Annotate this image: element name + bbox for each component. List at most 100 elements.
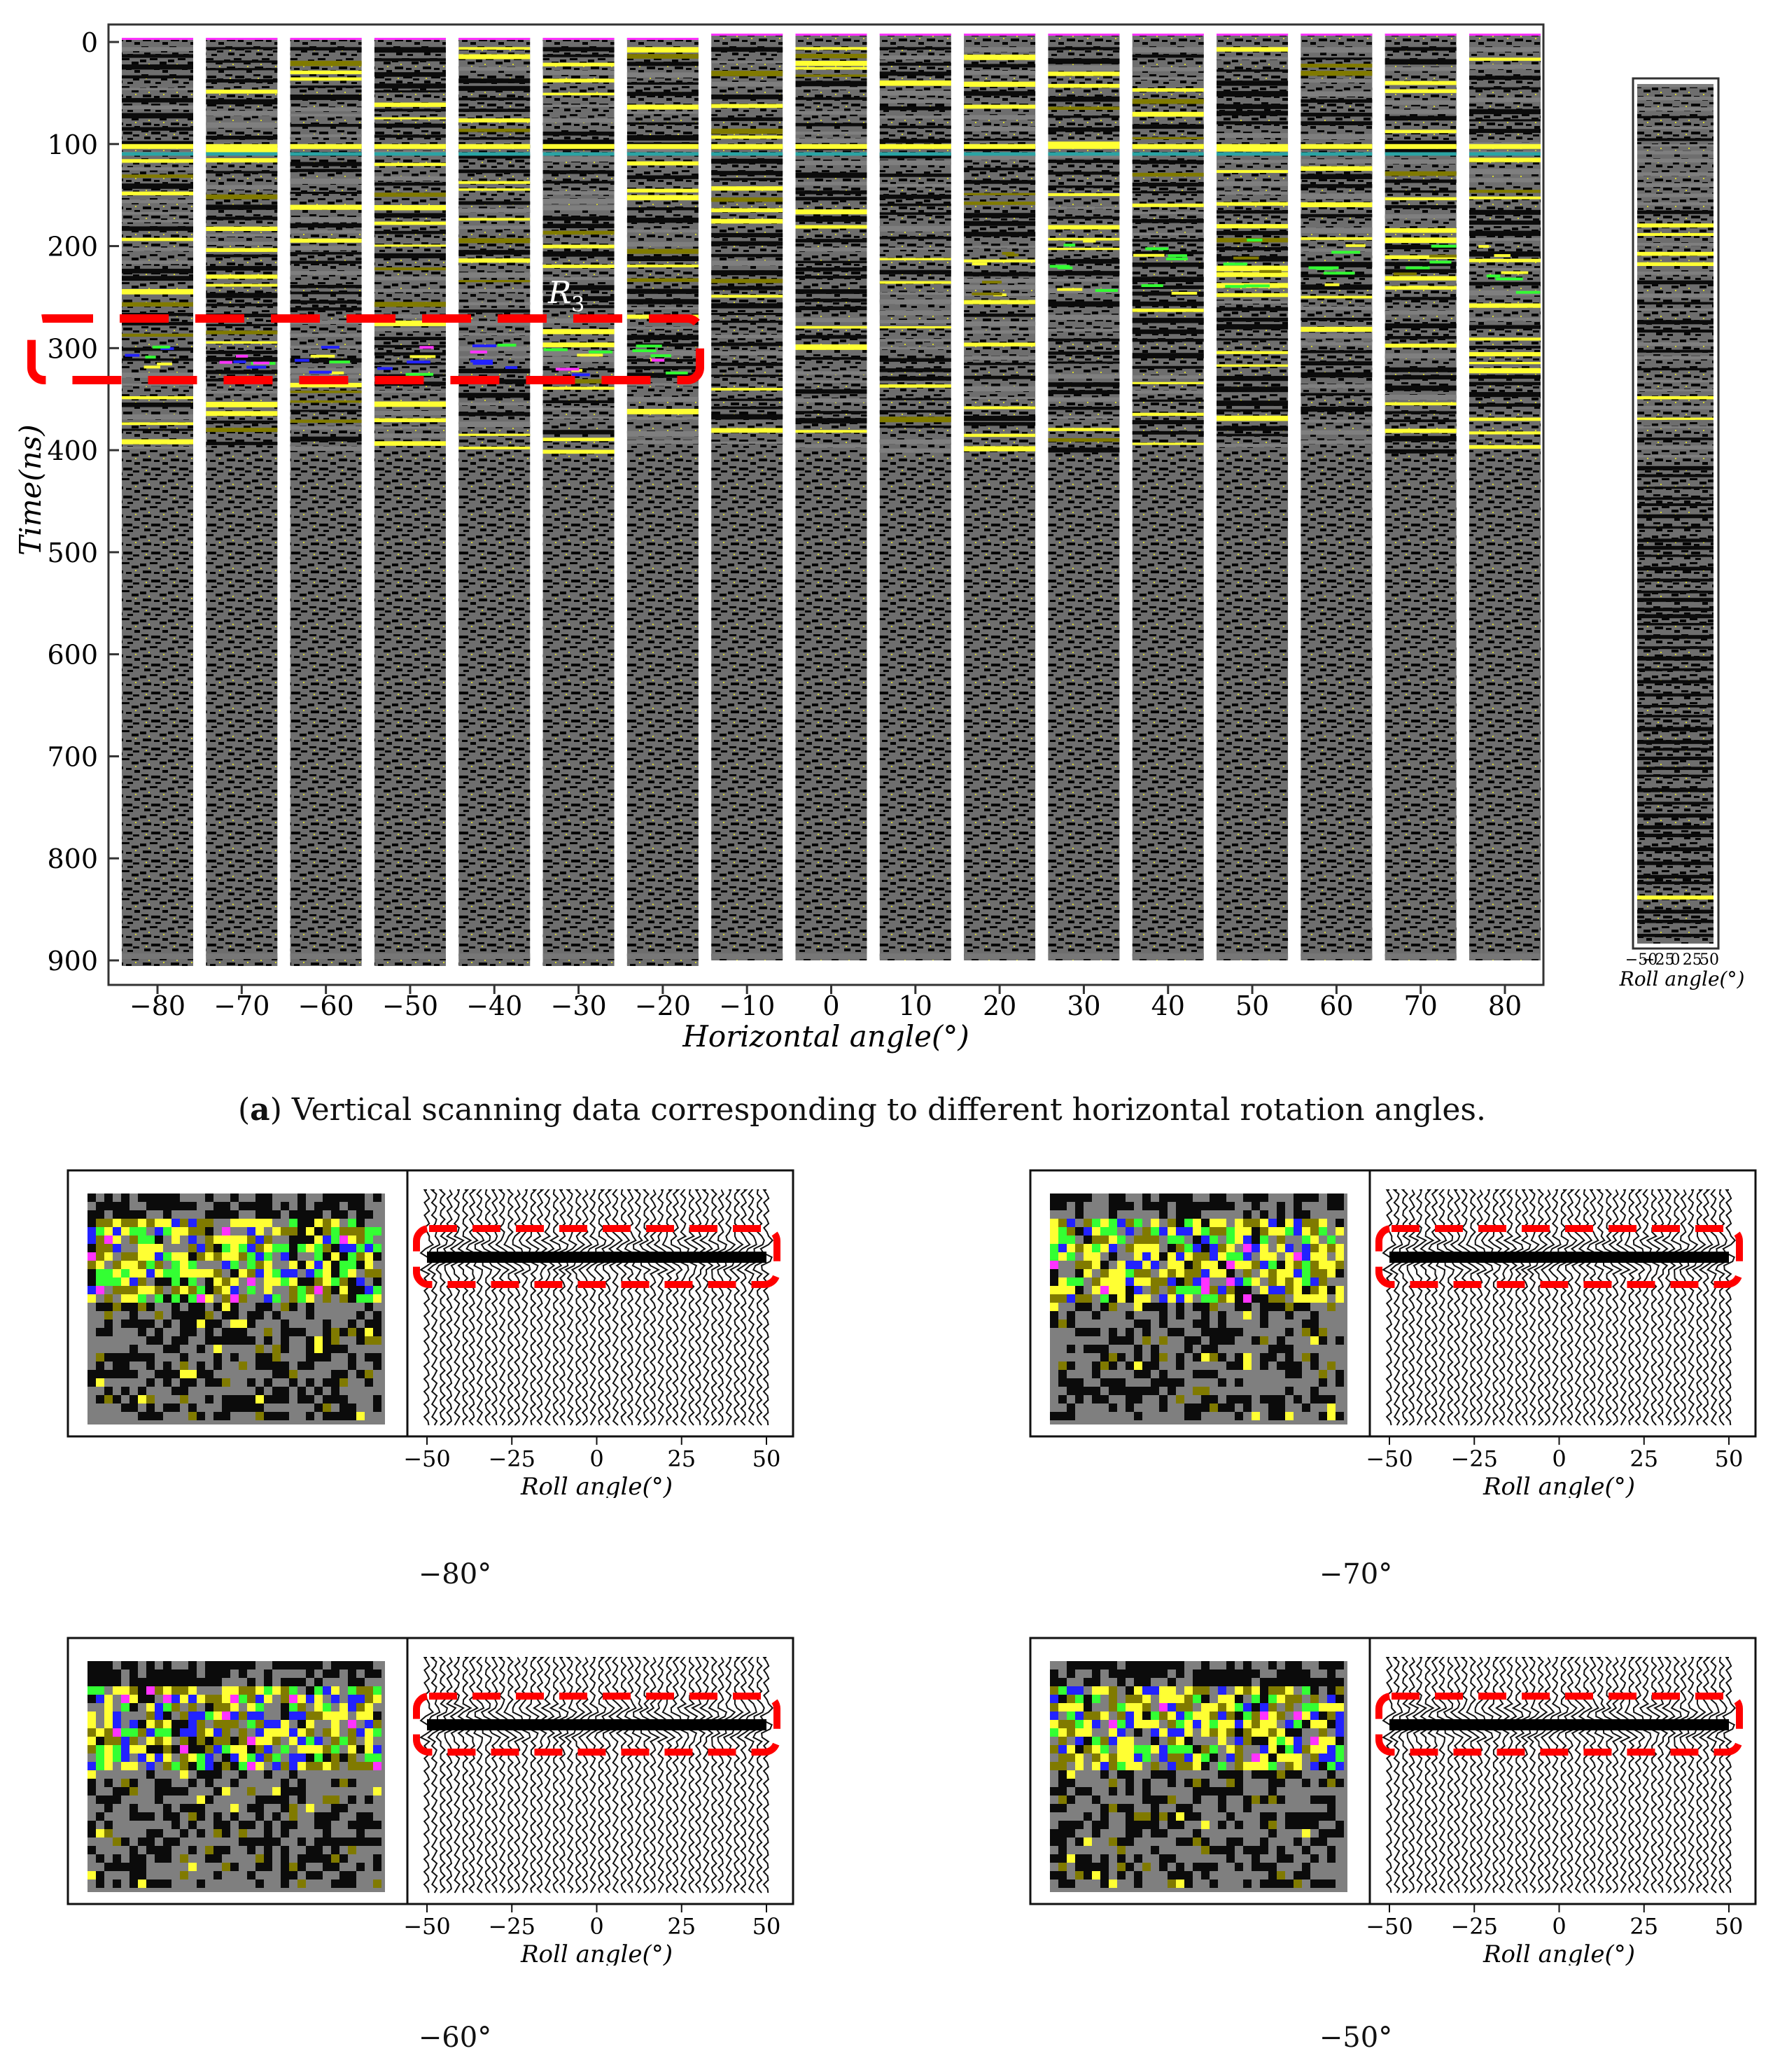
heatmap-cell [1075,1737,1084,1745]
heatmap-cell [314,1236,323,1244]
heatmap-cell [87,1661,96,1670]
heatmap-cell [180,1720,188,1728]
heatmap-cell [1176,1194,1184,1202]
strip-band [1301,333,1373,339]
strip-band [290,107,362,111]
heatmap-cell [1100,1754,1109,1762]
heatmap-cell [1226,1278,1235,1286]
heatmap-cell [1126,1787,1134,1795]
strip-band [374,390,446,393]
heatmap-cell [356,1695,365,1703]
heatmap-cell [373,1720,381,1728]
heatmap-cell [1100,1227,1109,1236]
heatmap-cell [1260,1194,1268,1202]
heatmap-cell [113,1754,121,1762]
side-band [1637,308,1714,311]
heatmap-cell [306,1219,314,1227]
heatmap-cell [1285,1269,1294,1278]
side-band [1637,454,1714,458]
heatmap-cell [1126,1762,1134,1770]
heatmap-cell [247,1737,255,1745]
wiggle-trace [1420,1189,1435,1426]
heatmap-cell [1109,1661,1117,1670]
strip-band [122,247,193,251]
heatmap-cell [1260,1712,1268,1720]
heatmap-cell [1302,1745,1310,1754]
heatmap-cell [188,1328,197,1336]
heatmap-cell [1168,1737,1176,1745]
heatmap-cell [213,1252,222,1261]
strip-band [879,258,951,260]
heatmap-cell [1084,1661,1092,1670]
heatmap-cell [1084,1294,1092,1303]
heatmap-cell [113,1395,121,1404]
heatmap-cell [1252,1294,1260,1303]
heatmap-cell [205,1311,213,1320]
strip-band [1048,160,1120,163]
heatmap-cell [138,1278,146,1286]
heatmap-cell [230,1286,239,1294]
heatmap-cell [1109,1686,1117,1695]
heatmap-cell [1092,1829,1100,1837]
strip-bottom-band [1132,953,1204,959]
anomaly-patch [294,358,309,362]
heatmap-cell [1277,1227,1285,1236]
heatmap-cell [348,1879,356,1888]
heatmap-cell [1151,1728,1159,1737]
strip-band [290,300,362,304]
heatmap-cell [1201,1202,1210,1210]
side-band [1637,874,1714,879]
panel-label-minus-80: −80° [418,1558,492,1590]
heatmap-cell [339,1879,348,1888]
heatmap-cell [348,1404,356,1412]
strip-band [1132,420,1204,425]
heatmap-cell [1336,1720,1344,1728]
heatmap-cell [1243,1395,1252,1404]
heatmap-cell [289,1863,297,1871]
heatmap-cell [205,1795,213,1804]
heatmap-cell [331,1762,339,1770]
heatmap-cell [104,1728,113,1737]
heatmap-cell [213,1846,222,1854]
heatmap-cell [205,1378,213,1387]
heatmap-cell [155,1336,163,1345]
heatmap-cell [272,1294,281,1303]
strip-band [1217,293,1289,298]
heatmap-cell [1243,1244,1252,1252]
strip-band [542,285,615,290]
anomaly-patch [1002,251,1015,255]
strip-band [1385,130,1457,134]
side-band [1637,740,1714,744]
strip-band [290,113,362,117]
strip-band [879,398,951,400]
strip-band [795,209,867,215]
strip-band [711,94,783,99]
heatmap-cell [323,1345,331,1353]
wiggle-trace [1420,1657,1435,1893]
strip-band [1301,202,1373,207]
heatmap-cell [1310,1678,1319,1686]
heatmap-cell [1327,1395,1336,1404]
strip-band [458,309,531,313]
heatmap-cell [163,1846,171,1854]
heatmap-cell [373,1227,381,1236]
heatmap-cell [1193,1320,1201,1328]
heatmap-cell [1260,1695,1268,1703]
heatmap-cell [1252,1336,1260,1345]
strip-band [711,81,783,87]
heatmap-cell [213,1854,222,1863]
strip-band [1469,361,1541,365]
strip-band [290,230,362,234]
anomaly-patch [1259,270,1282,273]
heatmap-cell [331,1244,339,1252]
heatmap-cell [323,1854,331,1863]
heatmap-cell [1336,1829,1344,1837]
heatmap-cell [1243,1252,1252,1261]
heatmap-cell [272,1269,281,1278]
heatmap-cell [1193,1829,1201,1837]
heatmap-cell [129,1670,138,1678]
heatmap-cell [138,1837,146,1846]
side-band [1637,497,1714,500]
reflector-108ns [879,152,951,156]
anomaly-patch [1486,274,1501,278]
